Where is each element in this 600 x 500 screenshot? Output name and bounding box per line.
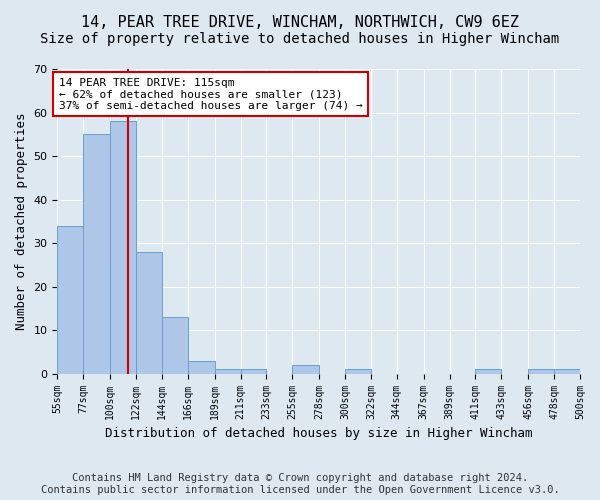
Bar: [83, 134, 110, 374]
Bar: [188, 360, 215, 374]
Bar: [136, 252, 162, 374]
Text: 14, PEAR TREE DRIVE, WINCHAM, NORTHWICH, CW9 6EZ: 14, PEAR TREE DRIVE, WINCHAM, NORTHWICH,…: [81, 15, 519, 30]
Bar: [58, 226, 83, 374]
Text: Size of property relative to detached houses in Higher Wincham: Size of property relative to detached ho…: [40, 32, 560, 46]
Y-axis label: Number of detached properties: Number of detached properties: [15, 112, 28, 330]
X-axis label: Distribution of detached houses by size in Higher Wincham: Distribution of detached houses by size …: [105, 427, 532, 440]
Bar: [475, 370, 502, 374]
Bar: [292, 365, 319, 374]
Bar: [554, 370, 580, 374]
Text: 14 PEAR TREE DRIVE: 115sqm
← 62% of detached houses are smaller (123)
37% of sem: 14 PEAR TREE DRIVE: 115sqm ← 62% of deta…: [59, 78, 362, 111]
Bar: [241, 370, 266, 374]
Bar: [110, 121, 136, 374]
Text: Contains HM Land Registry data © Crown copyright and database right 2024.
Contai: Contains HM Land Registry data © Crown c…: [41, 474, 559, 495]
Bar: [345, 370, 371, 374]
Bar: [162, 317, 188, 374]
Bar: [529, 370, 554, 374]
Bar: [215, 370, 241, 374]
